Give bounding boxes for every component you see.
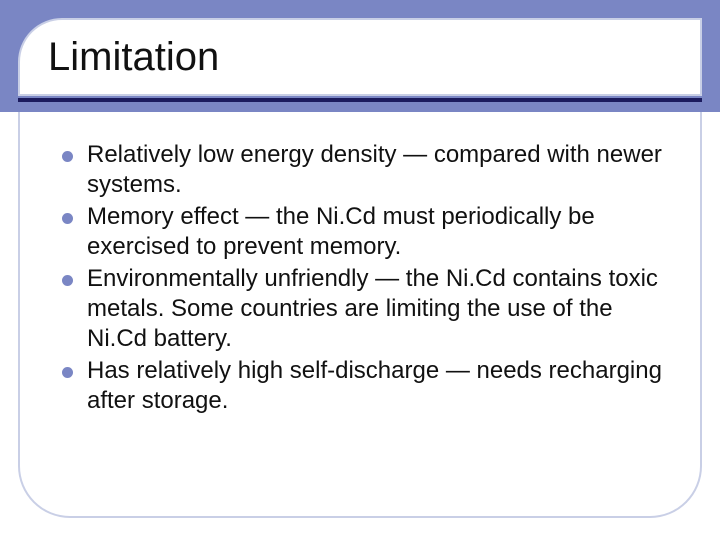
list-item: Memory effect — the Ni.Cd must periodica… [62,202,674,262]
slide-title: Limitation [48,35,219,80]
bullet-dot-icon [62,151,73,162]
list-item: Environmentally unfriendly — the Ni.Cd c… [62,264,674,354]
title-box: Limitation [18,18,702,96]
bullet-text: Has relatively high self-discharge — nee… [87,356,674,416]
bullet-list: Relatively low energy density — compared… [62,140,674,418]
bullet-dot-icon [62,367,73,378]
bullet-text: Memory effect — the Ni.Cd must periodica… [87,202,674,262]
bullet-dot-icon [62,213,73,224]
list-item: Has relatively high self-discharge — nee… [62,356,674,416]
bullet-text: Relatively low energy density — compared… [87,140,674,200]
list-item: Relatively low energy density — compared… [62,140,674,200]
bullet-text: Environmentally unfriendly — the Ni.Cd c… [87,264,674,354]
title-underline [18,98,702,102]
bullet-dot-icon [62,275,73,286]
